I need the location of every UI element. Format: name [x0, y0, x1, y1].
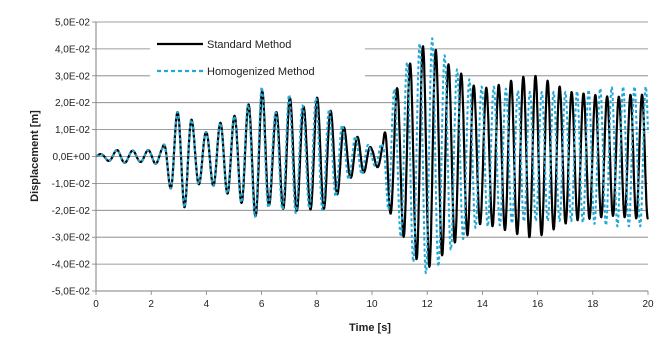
y-tick-label: 2,0E-02 — [55, 98, 90, 109]
x-tick-label: 10 — [366, 299, 378, 310]
x-tick-label: 16 — [532, 299, 544, 310]
x-tick-label: 12 — [422, 299, 434, 310]
series-homogenized-method — [95, 37, 649, 275]
x-tick-label: 2 — [148, 299, 154, 310]
legend-background — [150, 32, 365, 87]
series-layer — [95, 37, 649, 275]
y-tick-label: 1,0E-02 — [55, 125, 90, 136]
x-axis-title: Time [s] — [349, 322, 391, 334]
y-tick-label: -1,0E-02 — [52, 179, 91, 190]
y-tick-label: 0,0E+00 — [52, 152, 90, 163]
y-tick-label: -3,0E-02 — [52, 233, 91, 244]
tick-labels: -5,0E-02 -4,0E-02 -3,0E-02 -2,0E-02 -1,0E-02… — [52, 18, 654, 311]
x-tick-label: 4 — [204, 299, 210, 310]
y-tick-label: 5,0E-02 — [55, 18, 90, 29]
y-tick-label: -2,0E-02 — [52, 206, 91, 217]
y-tick-label: -5,0E-02 — [52, 287, 91, 298]
x-tick-label: 18 — [587, 299, 599, 310]
y-tick-label: -4,0E-02 — [52, 260, 91, 271]
legend-label-homogenized-method: Homogenized Method — [207, 66, 315, 78]
x-tick-label: 8 — [314, 299, 320, 310]
y-tick-label: 4,0E-02 — [55, 44, 90, 55]
y-axis-title: Displacement [m] — [29, 110, 41, 202]
y-tick-label: 3,0E-02 — [55, 71, 90, 82]
legend: Standard Method Homogenized Method — [157, 39, 315, 78]
x-tick-label: 6 — [259, 299, 265, 310]
x-tick-label: 14 — [477, 299, 489, 310]
x-tick-label: 20 — [642, 299, 654, 310]
x-tick-label: 0 — [93, 299, 99, 310]
legend-label-standard-method: Standard Method — [207, 39, 291, 51]
axes — [92, 21, 649, 295]
